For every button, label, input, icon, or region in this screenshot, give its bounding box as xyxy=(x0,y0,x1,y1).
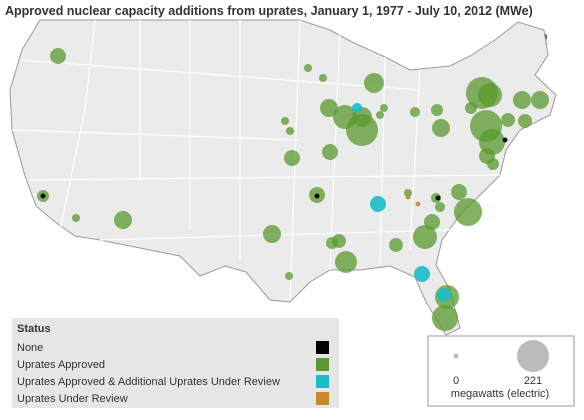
plant-bubble xyxy=(303,63,313,73)
plant-bubble xyxy=(431,104,443,116)
plant-bubble xyxy=(437,288,451,302)
plant-bubble xyxy=(403,188,413,198)
legend-label: Uprates Approved xyxy=(17,359,105,371)
legend-swatch xyxy=(316,358,329,371)
plant-bubble xyxy=(71,213,81,223)
plant-bubble xyxy=(487,158,499,170)
plant-bubble xyxy=(431,304,459,332)
plant-bubble xyxy=(424,214,440,230)
plant-bubble xyxy=(284,271,294,281)
legend-label: None xyxy=(17,342,43,354)
plant-bubble xyxy=(415,201,421,207)
size-legend-min-label: 0 xyxy=(453,375,459,387)
plant-bubble xyxy=(322,144,338,160)
size-legend-box xyxy=(427,335,575,407)
size-legend-max-label: 221 xyxy=(524,375,542,387)
legend-title: Status xyxy=(17,323,51,335)
plant-bubble xyxy=(314,193,320,199)
legend-swatch xyxy=(316,341,329,354)
plant-bubble xyxy=(435,195,441,201)
plant-bubble xyxy=(501,113,515,127)
plant-bubble xyxy=(454,198,482,226)
plant-bubble xyxy=(530,90,550,110)
plant-bubble xyxy=(284,150,300,166)
title: Approved nuclear capacity additions from… xyxy=(5,4,533,18)
plant-bubble xyxy=(409,106,421,118)
plant-bubble xyxy=(319,98,339,118)
plant-bubble xyxy=(375,110,385,120)
size-legend-min xyxy=(453,353,459,359)
plant-bubble xyxy=(335,251,357,273)
plant-bubble xyxy=(518,114,532,128)
legend-label: Uprates Approved & Additional Uprates Un… xyxy=(17,376,280,388)
plant-bubble xyxy=(451,184,467,200)
plant-bubble xyxy=(434,201,446,213)
plant-bubble xyxy=(364,73,384,93)
legend-box xyxy=(12,318,339,408)
plant-bubble xyxy=(370,196,386,212)
plant-bubble xyxy=(351,102,363,114)
plant-bubble xyxy=(280,116,290,126)
legend-label: Uprates Under Review xyxy=(17,393,128,405)
legend-swatch xyxy=(316,375,329,388)
plant-bubble xyxy=(332,234,346,248)
plant-bubble xyxy=(379,103,389,113)
legend-swatch xyxy=(316,392,329,405)
plant-bubble xyxy=(389,238,403,252)
plant-bubble xyxy=(413,225,437,249)
plant-bubble xyxy=(431,118,451,138)
size-legend-max xyxy=(517,340,549,372)
plant-bubble xyxy=(50,48,66,64)
plant-bubble xyxy=(502,137,508,143)
plant-bubble xyxy=(318,73,328,83)
plant-bubble xyxy=(262,224,282,244)
plant-bubble xyxy=(285,126,295,136)
plant-bubble xyxy=(405,194,411,200)
plant-bubble xyxy=(414,266,430,282)
plant-bubble xyxy=(40,193,46,199)
plant-bubble xyxy=(113,210,133,230)
plant-bubble xyxy=(512,90,532,110)
size-legend-unit: megawatts (electric) xyxy=(451,388,549,400)
plant-bubble xyxy=(478,83,502,107)
